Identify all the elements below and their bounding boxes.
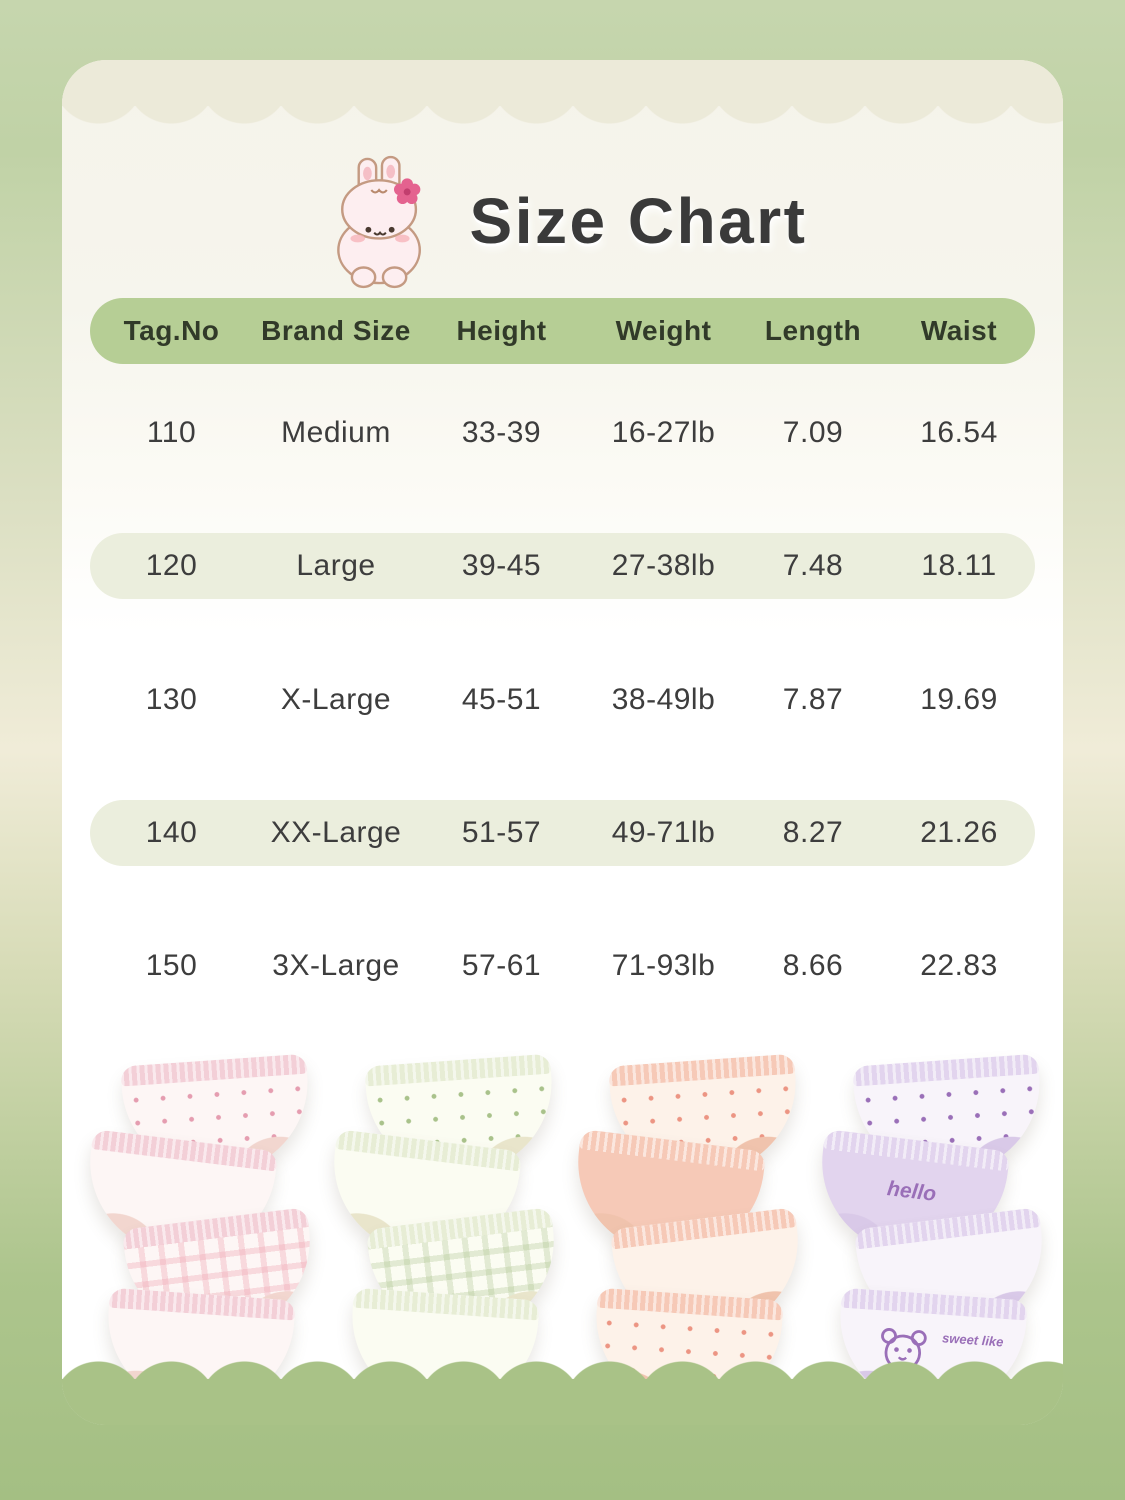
table-cell: 33-39 bbox=[461, 416, 542, 449]
underwear-item: sweet like bbox=[833, 1287, 1028, 1415]
page-title: Size Chart bbox=[469, 185, 808, 257]
table-row-130: 130 X-Large 45-51 38-49lb 7.87 19.69 bbox=[90, 667, 1035, 733]
table-cell: 16.54 bbox=[920, 416, 998, 449]
header-cell-length: Length bbox=[764, 315, 862, 346]
header-cell-waist: Waist bbox=[920, 315, 998, 346]
table-cell: Medium bbox=[281, 416, 391, 449]
table-cell: 18.11 bbox=[921, 549, 997, 582]
product-photo-green-set bbox=[322, 1053, 564, 1415]
table-cell: Large bbox=[296, 549, 376, 582]
size-chart-card: Size Chart Tag.No Brand Size Height Weig… bbox=[62, 60, 1063, 1425]
table-cell: 49-71lb bbox=[611, 816, 716, 849]
table-cell: 120 bbox=[145, 549, 198, 582]
table-row-120: 120 Large 39-45 27-38lb 7.48 18.11 bbox=[90, 533, 1035, 599]
header-cell-tagno: Tag.No bbox=[123, 315, 220, 346]
table-cell: 51-57 bbox=[461, 816, 542, 849]
table-cell: 140 bbox=[145, 816, 198, 849]
underwear-print-text: hello bbox=[885, 1177, 937, 1207]
underwear-item bbox=[345, 1287, 540, 1415]
table-cell: 7.48 bbox=[782, 549, 844, 582]
table-cell: 130 bbox=[145, 683, 198, 716]
table-cell: 27-38lb bbox=[611, 549, 716, 582]
table-header-row: Tag.No Brand Size Height Weight Length W… bbox=[90, 298, 1035, 364]
table-cell: XX-Large bbox=[270, 816, 402, 849]
table-cell: 8.66 bbox=[782, 949, 844, 982]
table-cell: 8.27 bbox=[782, 816, 844, 849]
underwear-item bbox=[589, 1287, 784, 1415]
product-photo-purple-set: hello sweet like bbox=[810, 1053, 1052, 1415]
table-row-110: 110 Medium 33-39 16-27lb 7.09 16.54 bbox=[90, 400, 1035, 466]
table-cell: 7.09 bbox=[782, 416, 844, 449]
underwear-item bbox=[101, 1287, 296, 1415]
table-cell: 71-93lb bbox=[611, 949, 716, 982]
table-cell: 57-61 bbox=[461, 949, 542, 982]
table-cell: 45-51 bbox=[461, 683, 542, 716]
table-cell: 19.69 bbox=[920, 683, 998, 716]
table-cell: 150 bbox=[145, 949, 198, 982]
product-photo-peach-set bbox=[566, 1053, 808, 1415]
table-cell: 39-45 bbox=[461, 549, 542, 582]
bunny-icon bbox=[336, 155, 421, 289]
table-cell: 21.26 bbox=[920, 816, 998, 849]
product-photo-pink-set bbox=[78, 1053, 320, 1415]
table-cell: 3X-Large bbox=[272, 949, 400, 982]
table-cell: 110 bbox=[146, 416, 197, 449]
scallop-edge-top bbox=[62, 60, 1063, 130]
table-cell: 38-49lb bbox=[611, 683, 716, 716]
table-cell: 16-27lb bbox=[611, 416, 716, 449]
underwear-print-text: sweet like bbox=[941, 1330, 1004, 1350]
table-row-140: 140 XX-Large 51-57 49-71lb 8.27 21.26 bbox=[90, 800, 1035, 866]
table-row-150: 150 3X-Large 57-61 71-93lb 8.66 22.83 bbox=[90, 933, 1035, 999]
title-block: Size Chart bbox=[62, 146, 1063, 296]
table-cell: 7.87 bbox=[782, 683, 844, 716]
header-cell-height: Height bbox=[456, 315, 547, 346]
header-cell-brandsize: Brand Size bbox=[261, 315, 411, 346]
header-cell-weight: Weight bbox=[615, 315, 712, 346]
bear-icon bbox=[880, 1328, 927, 1372]
product-photos: hello sweet like bbox=[62, 1053, 1063, 1415]
table-cell: X-Large bbox=[280, 683, 392, 716]
table-cell: 22.83 bbox=[920, 949, 998, 982]
